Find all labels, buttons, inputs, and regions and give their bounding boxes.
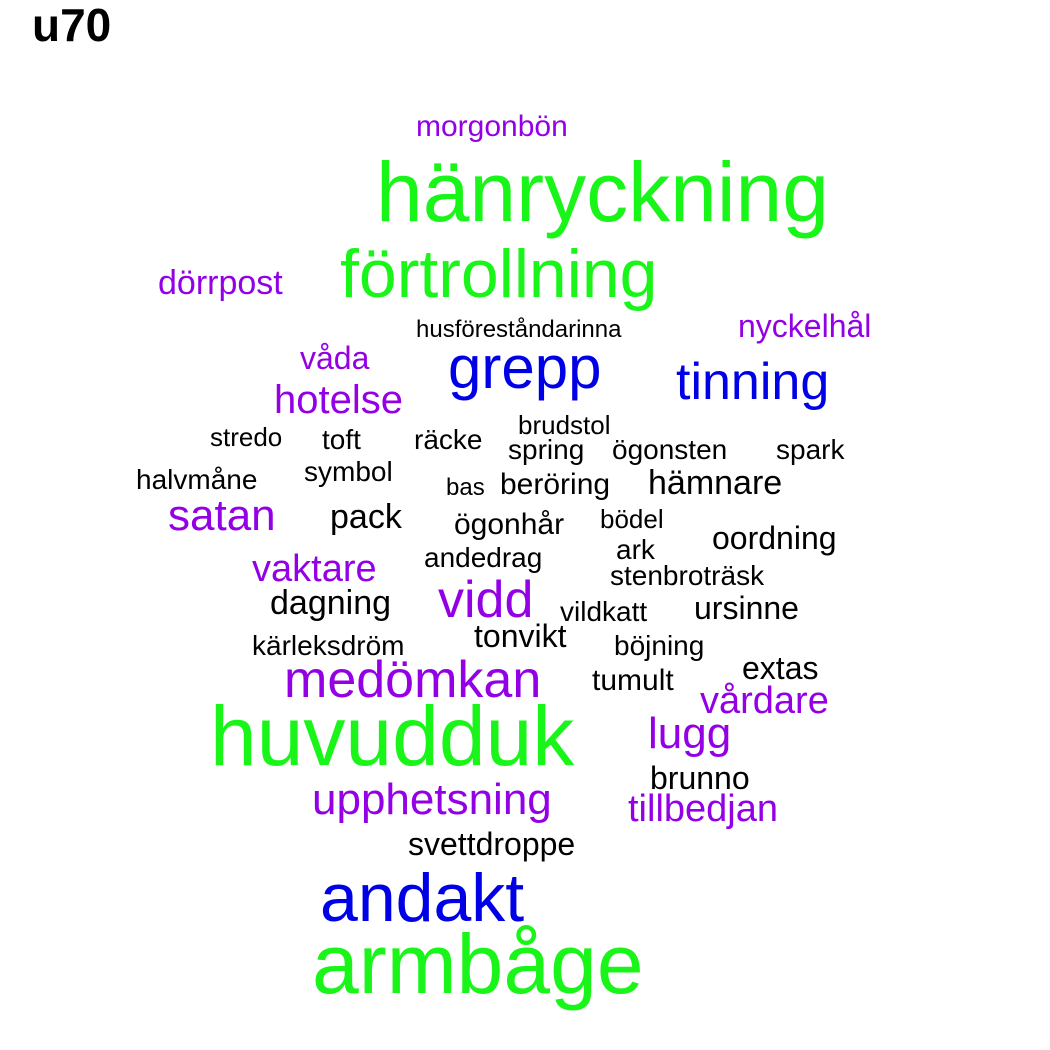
word-bas: bas xyxy=(446,474,485,501)
word-toft: toft xyxy=(322,424,361,455)
word-tumult: tumult xyxy=(592,664,674,697)
word-brudstol: brudstol xyxy=(518,410,611,440)
word-dorrpost: dörrpost xyxy=(158,264,283,302)
word-grepp: grepp xyxy=(448,334,602,401)
word-ark: ark xyxy=(616,534,655,565)
word-upphetsning: upphetsning xyxy=(312,775,552,824)
word-lugg: lugg xyxy=(648,709,732,758)
word-spring: spring xyxy=(508,434,585,465)
word-stenbrotrask: stenbroträsk xyxy=(610,560,765,591)
word-symbol: symbol xyxy=(304,456,393,487)
word-nyckelhal: nyckelhål xyxy=(738,308,872,344)
word-satan: satan xyxy=(168,491,276,540)
word-medomkan: medömkan xyxy=(284,651,542,709)
word-pack: pack xyxy=(330,498,402,536)
word-huvudduk: huvudduk xyxy=(210,689,575,783)
word-morgonbon: morgonbön xyxy=(416,110,568,143)
word-racke: räcke xyxy=(414,424,483,455)
word-andedrag: andedrag xyxy=(424,542,543,573)
word-stredo: stredo xyxy=(210,422,283,452)
word-hanryckning: hänryckning xyxy=(376,145,829,239)
word-oordning: oordning xyxy=(712,520,837,556)
word-vidd: vidd xyxy=(438,571,534,629)
word-hamnare: hämnare xyxy=(648,464,783,502)
word-fortrollning: förtrollning xyxy=(340,236,658,312)
word-armbage: armbåge xyxy=(312,917,644,1011)
word-tonvikt: tonvikt xyxy=(474,618,567,654)
word-beroring: beröring xyxy=(500,468,611,501)
word-ogonsten: ögonsten xyxy=(612,434,728,465)
word-vardare: vårdare xyxy=(700,680,829,722)
word-bojning: böjning xyxy=(614,630,705,661)
page-title: u70 xyxy=(32,0,112,51)
word-dagning: dagning xyxy=(270,584,392,622)
word-bodel: bödel xyxy=(600,504,664,534)
word-karleksdrom: kärleksdröm xyxy=(252,630,405,661)
word-ursinne: ursinne xyxy=(694,590,799,626)
word-andakt: andakt xyxy=(320,860,525,936)
word-brunno: brunno xyxy=(650,760,750,796)
word-spark: spark xyxy=(776,434,845,465)
word-vada: våda xyxy=(300,340,370,376)
word-tinning: tinning xyxy=(676,353,830,411)
word-vildkatt: vildkatt xyxy=(560,596,648,627)
word-vaktare: vaktare xyxy=(252,548,377,590)
word-svettdroppe: svettdroppe xyxy=(408,826,576,862)
word-hotelse: hotelse xyxy=(274,378,403,422)
word-husforestandarinna: husföreståndarinna xyxy=(416,316,622,343)
word-ogonhar: ögonhår xyxy=(454,508,565,541)
word-extas: extas xyxy=(742,650,819,686)
word-tillbedjan: tillbedjan xyxy=(628,788,778,830)
word-halvmane: halvmåne xyxy=(136,464,258,495)
